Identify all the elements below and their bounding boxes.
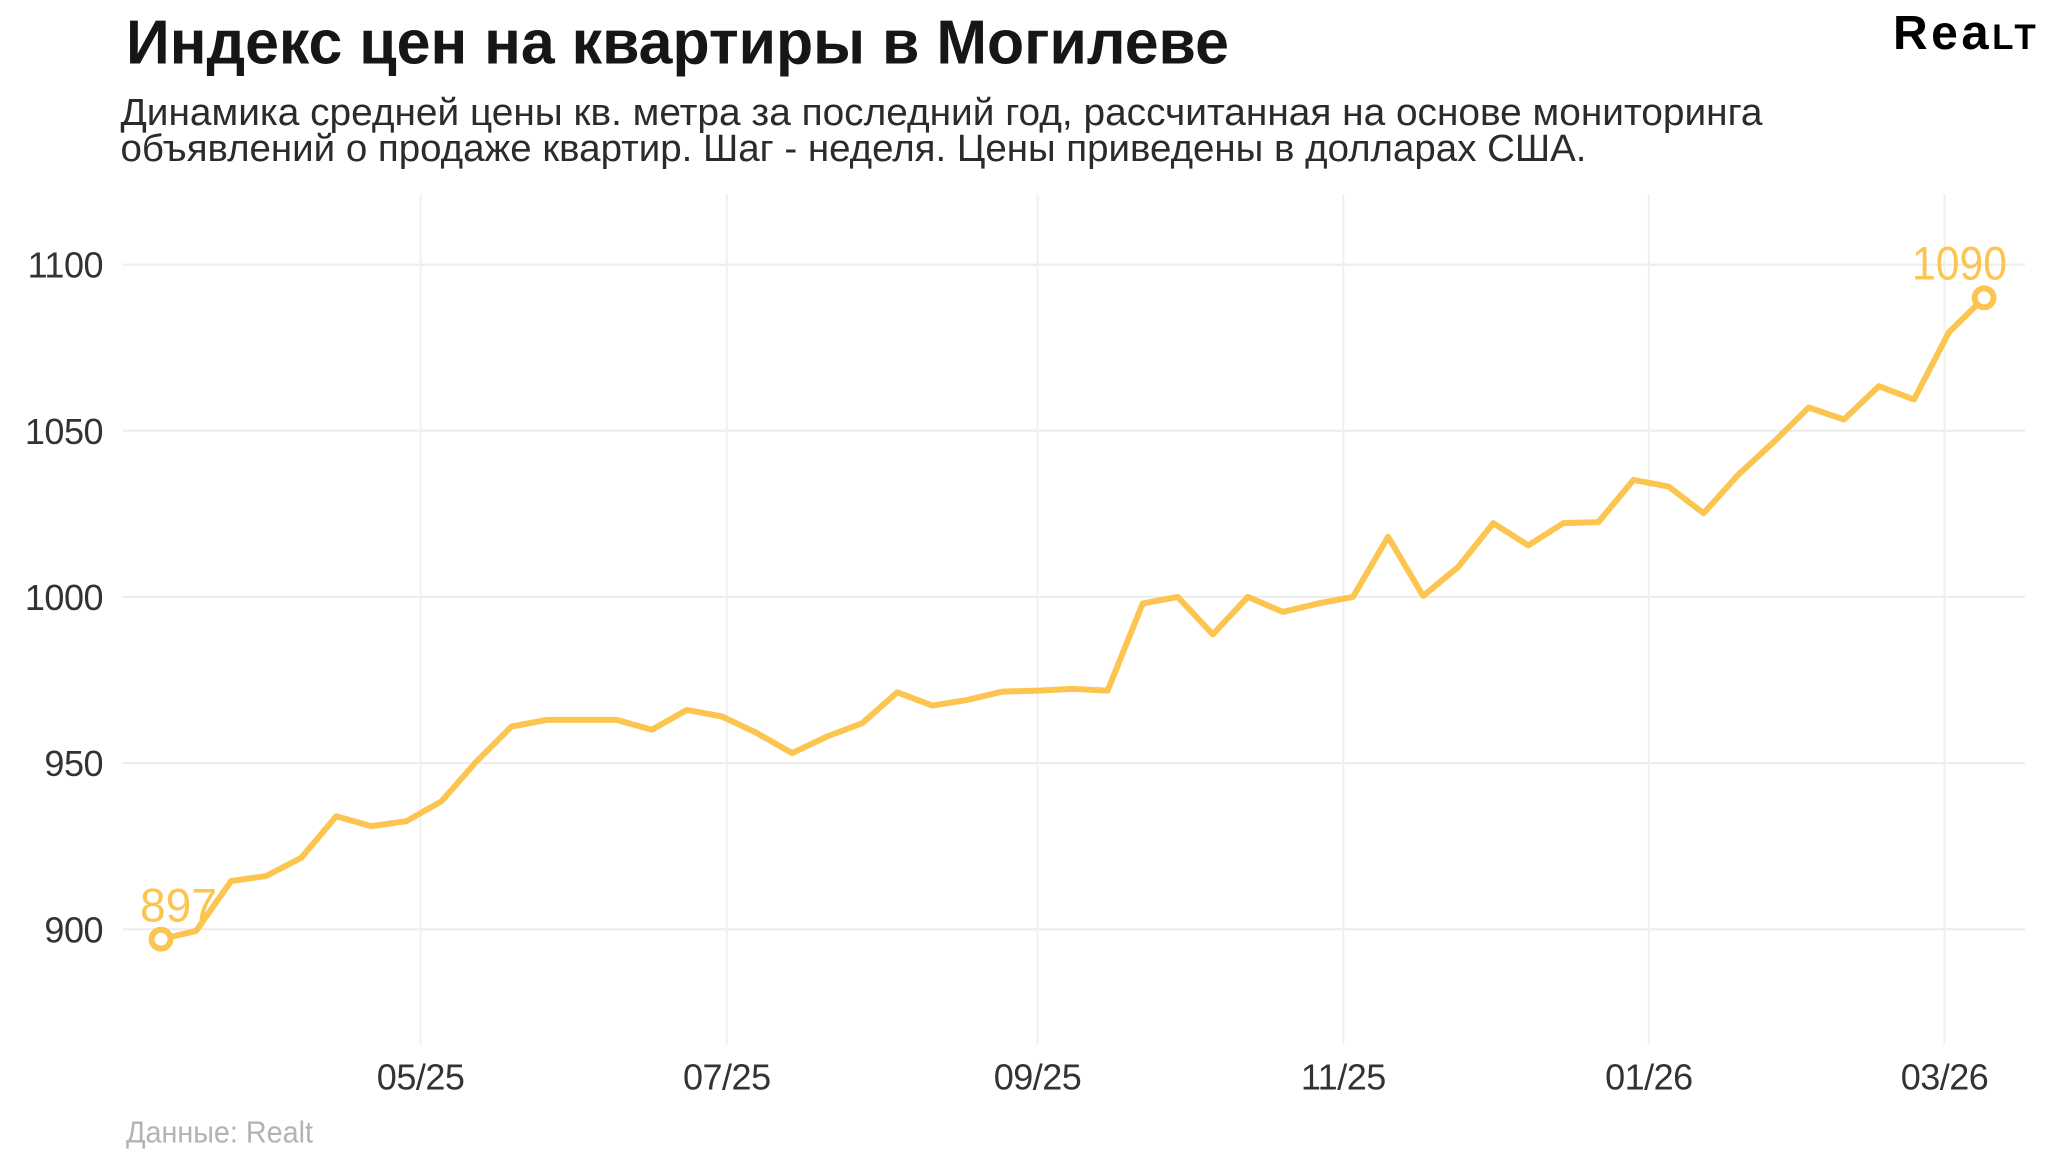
svg-text:Индекс цен на квартиры в Могил: Индекс цен на квартиры в Могилеве	[126, 9, 1229, 78]
svg-text:Данные: Realt: Данные: Realt	[126, 1115, 313, 1150]
svg-text:01/26: 01/26	[1605, 1057, 1693, 1098]
svg-text:900: 900	[44, 909, 103, 950]
svg-text:1100: 1100	[28, 245, 103, 286]
svg-text:1000: 1000	[25, 577, 103, 618]
svg-text:1050: 1050	[25, 411, 103, 452]
svg-text:11/25: 11/25	[1301, 1057, 1386, 1098]
svg-text:объявлений о продаже квартир.: объявлений о продаже квартир. Шаг - неде…	[121, 128, 1587, 170]
svg-text:897: 897	[140, 879, 217, 932]
svg-text:03/26: 03/26	[1901, 1057, 1989, 1098]
svg-text:05/25: 05/25	[377, 1057, 465, 1098]
svg-text:1090: 1090	[1912, 237, 2007, 290]
svg-text:Динамика средней цены кв. метр: Динамика средней цены кв. метра за после…	[121, 92, 1764, 134]
svg-text:07/25: 07/25	[683, 1057, 771, 1098]
svg-text:950: 950	[44, 743, 103, 784]
svg-text:09/25: 09/25	[994, 1057, 1082, 1098]
